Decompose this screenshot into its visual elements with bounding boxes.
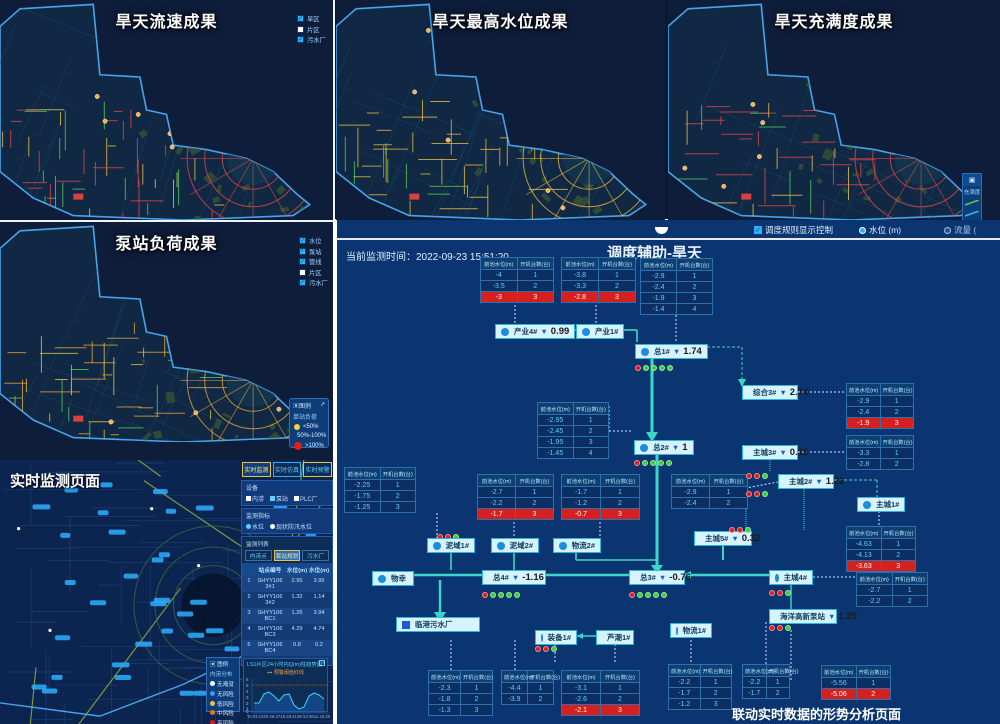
svg-text:3: 3 — [246, 695, 249, 700]
svg-text:6: 6 — [246, 677, 249, 682]
svg-text:5: 5 — [246, 683, 249, 688]
svg-text:4: 4 — [246, 689, 249, 694]
